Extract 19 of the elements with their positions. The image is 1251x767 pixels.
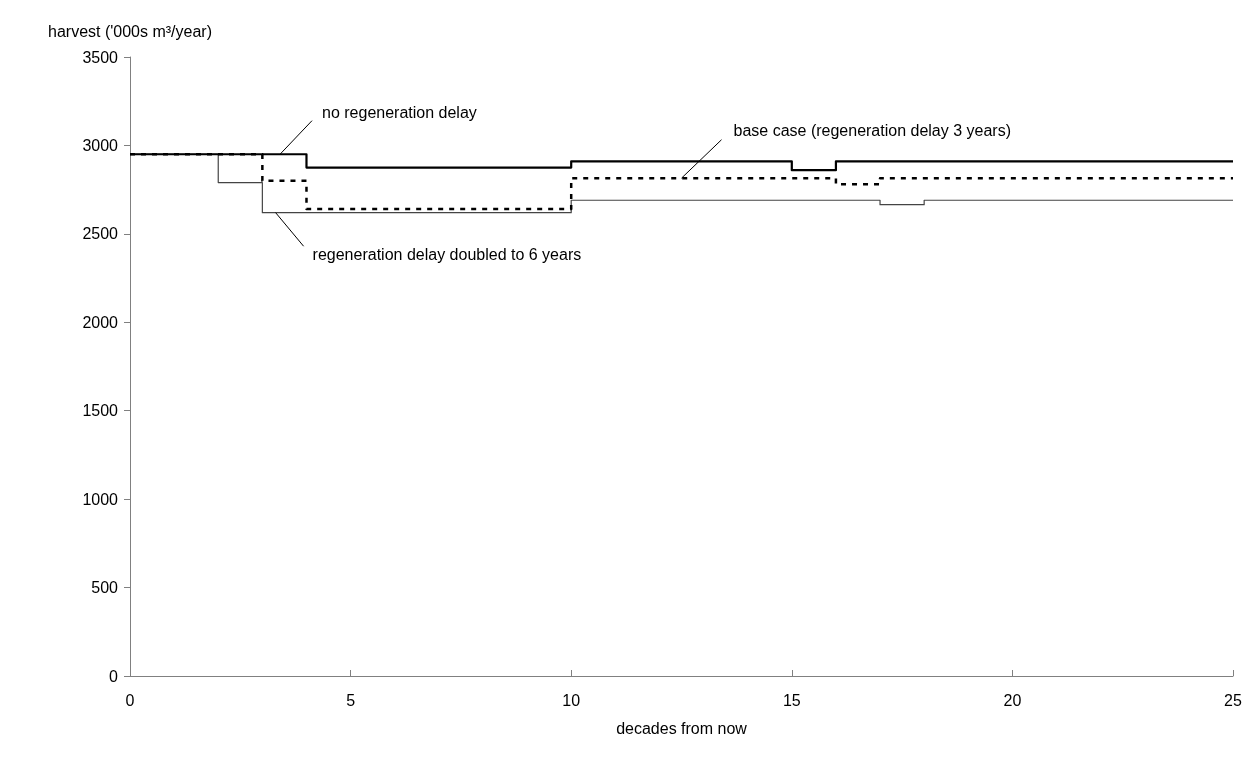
y-tick-label: 3500: [82, 48, 119, 66]
y-tick-label: 1500: [82, 402, 119, 420]
y-tick-label: 0: [109, 667, 119, 685]
annotation: no regeneration delay: [322, 103, 477, 121]
annotation: regeneration delay doubled to 6 years: [312, 246, 582, 264]
y-tick-label: 3000: [82, 136, 119, 154]
y-tick-label: 500: [91, 579, 119, 597]
y-tick-label: 2000: [82, 313, 119, 331]
x-tick-label: 0: [125, 691, 135, 709]
x-tick-label: 15: [782, 691, 801, 709]
y-axis-title: harvest ('000s m³/year): [48, 22, 212, 40]
x-tick-label: 10: [562, 691, 581, 709]
x-tick-label: 20: [1003, 691, 1022, 709]
y-tick-label: 2500: [82, 225, 119, 243]
x-axis-title: decades from now: [616, 719, 748, 737]
x-tick-label: 25: [1224, 691, 1242, 709]
y-tick-label: 1000: [82, 490, 119, 508]
annotation: base case (regeneration delay 3 years): [733, 121, 1011, 139]
x-tick-label: 5: [346, 691, 356, 709]
